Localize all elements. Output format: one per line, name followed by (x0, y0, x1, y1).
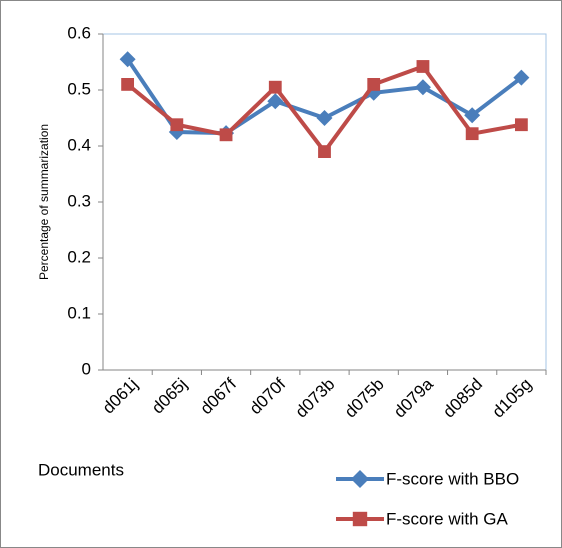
x-axis-label: Documents (38, 460, 124, 479)
y-tick-label: 0.3 (67, 191, 91, 210)
point (351, 470, 369, 488)
y-tick-label: 0.6 (67, 23, 91, 42)
point (121, 78, 135, 91)
y-tick-label: 0.2 (67, 247, 91, 266)
point (513, 69, 530, 86)
point (267, 93, 284, 110)
y-tick-label: 0 (82, 359, 91, 378)
point (268, 80, 282, 94)
point (219, 128, 233, 142)
point (416, 60, 430, 73)
point (119, 51, 136, 68)
point (316, 110, 333, 126)
point (367, 78, 381, 91)
point (514, 118, 528, 132)
point (414, 79, 431, 96)
legend-label: F-score with GA (386, 509, 509, 528)
point (318, 145, 331, 158)
y-tick-label: 0.5 (67, 79, 91, 98)
point (465, 127, 479, 141)
y-tick-label: 0.4 (67, 135, 91, 154)
point (464, 107, 481, 124)
y-tick-label: 0.1 (67, 303, 91, 322)
point (352, 511, 368, 527)
point (170, 118, 184, 132)
legend-label: F-score with BBO (386, 469, 519, 488)
y-axis-label: Percentage of summarization (37, 124, 51, 280)
